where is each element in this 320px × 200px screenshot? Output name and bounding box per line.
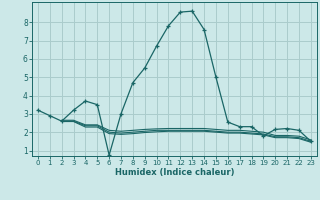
X-axis label: Humidex (Indice chaleur): Humidex (Indice chaleur) — [115, 168, 234, 177]
